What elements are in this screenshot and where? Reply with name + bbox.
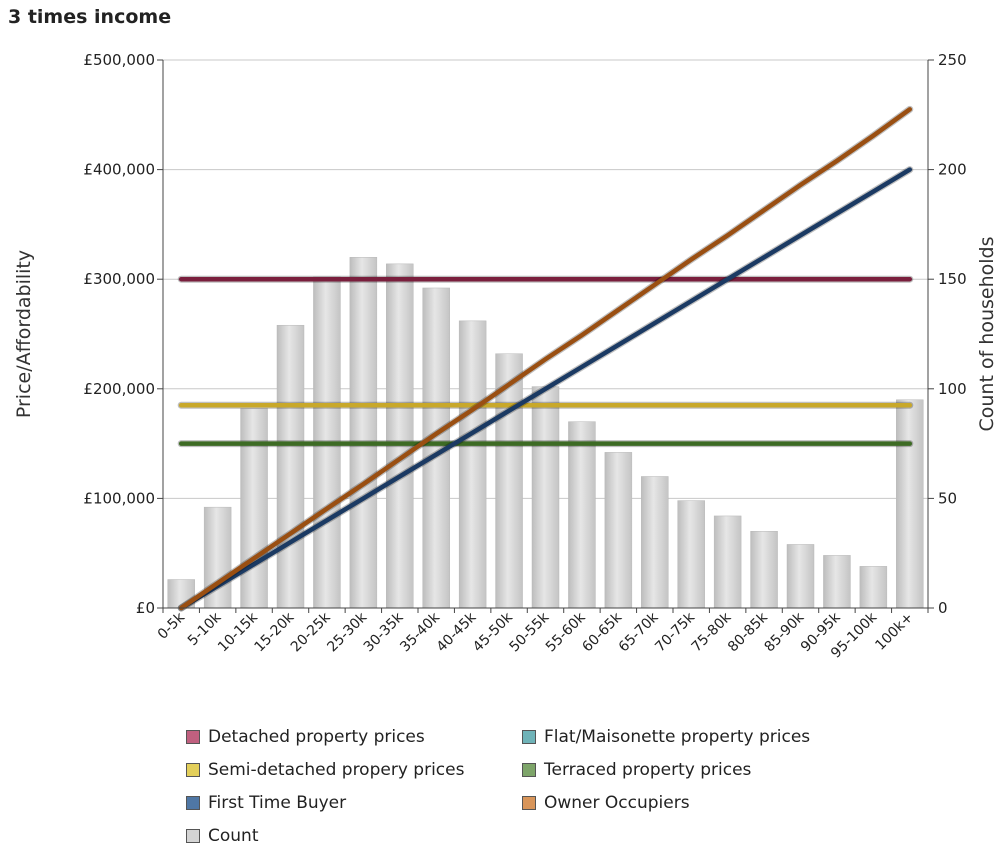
- left-tick-label: £200,000: [83, 380, 155, 398]
- bars: [167, 257, 924, 609]
- line-owner-occupiers: [178, 107, 913, 611]
- bar-count-15-20k: [276, 324, 305, 609]
- legend-label: Terraced property prices: [544, 760, 752, 780]
- bar-count-10-15k: [240, 408, 268, 609]
- legend-label: Semi-detached propery prices: [208, 760, 465, 780]
- right-tick-label: 100: [938, 380, 967, 398]
- left-tick-label: £0: [136, 599, 155, 617]
- bar-count-95-100k: [859, 566, 888, 609]
- right-tick-label: 50: [938, 489, 957, 507]
- axes: [157, 59, 934, 613]
- bar-count-85-90k: [786, 544, 815, 609]
- legend-item: Detached property prices: [186, 727, 425, 747]
- legend-item: Count: [186, 826, 259, 846]
- legend-label: Detached property prices: [208, 727, 425, 747]
- x-tick-label: 100k+: [872, 610, 916, 654]
- bar-count-60-65k: [604, 452, 633, 609]
- legend-item: Flat/Maisonette property prices: [522, 727, 810, 747]
- bar-count-75-80k: [713, 515, 742, 609]
- legend-swatch: [522, 730, 536, 744]
- left-tick-label: £400,000: [83, 161, 155, 179]
- bar-count-70-75k: [677, 500, 705, 609]
- chart: £0 £100,000 £200,000 £300,000 £400,000 £500,0…: [13, 51, 998, 662]
- left-tick-label: £300,000: [83, 270, 155, 288]
- legend-item: Owner Occupiers: [522, 793, 690, 813]
- bar-count-55-60k: [568, 421, 596, 609]
- legend-swatch: [186, 763, 200, 777]
- legend-label: Owner Occupiers: [544, 793, 690, 813]
- legend-swatch: [186, 829, 200, 843]
- legend-item: First Time Buyer: [186, 793, 346, 813]
- series-lines: [177, 105, 914, 612]
- legend-swatch: [522, 763, 536, 777]
- bar-count-25-30k: [349, 257, 378, 609]
- legend-swatch: [186, 730, 200, 744]
- legend-item: Terraced property prices: [522, 760, 751, 780]
- legend-label: First Time Buyer: [208, 793, 347, 813]
- bar-count-30-35k: [386, 263, 414, 609]
- bar-count-80-85k: [750, 531, 778, 609]
- right-tick-label: 200: [938, 161, 967, 179]
- legend-label: Count: [208, 826, 259, 846]
- x-tick-label: 0-5k: [155, 609, 189, 643]
- bar-count-40-45k: [458, 320, 487, 609]
- legend-item: Semi-detached propery prices: [186, 760, 464, 780]
- y2-axis-title: Count of households: [976, 236, 998, 431]
- bar-count-100k+: [896, 399, 924, 609]
- right-tick-label: 150: [938, 270, 967, 288]
- legend-swatch: [522, 796, 536, 810]
- bar-count-45-50k: [495, 353, 523, 609]
- legend-label: Flat/Maisonette property prices: [544, 727, 811, 747]
- bar-count-65-70k: [641, 476, 669, 609]
- chart-title: 3 times income: [8, 6, 172, 28]
- bar-count-90-95k: [823, 555, 851, 609]
- right-tick-label: 250: [938, 51, 967, 69]
- left-tick-label: £500,000: [83, 51, 155, 69]
- bar-count-35-40k: [422, 287, 450, 609]
- right-tick-label: 0: [938, 599, 948, 617]
- y-axis-title: Price/Affordability: [13, 250, 35, 418]
- left-tick-label: £100,000: [83, 489, 155, 507]
- bar-count-50-55k: [531, 386, 560, 609]
- line-first-time-buyer: [178, 167, 913, 611]
- legend-swatch: [186, 796, 200, 810]
